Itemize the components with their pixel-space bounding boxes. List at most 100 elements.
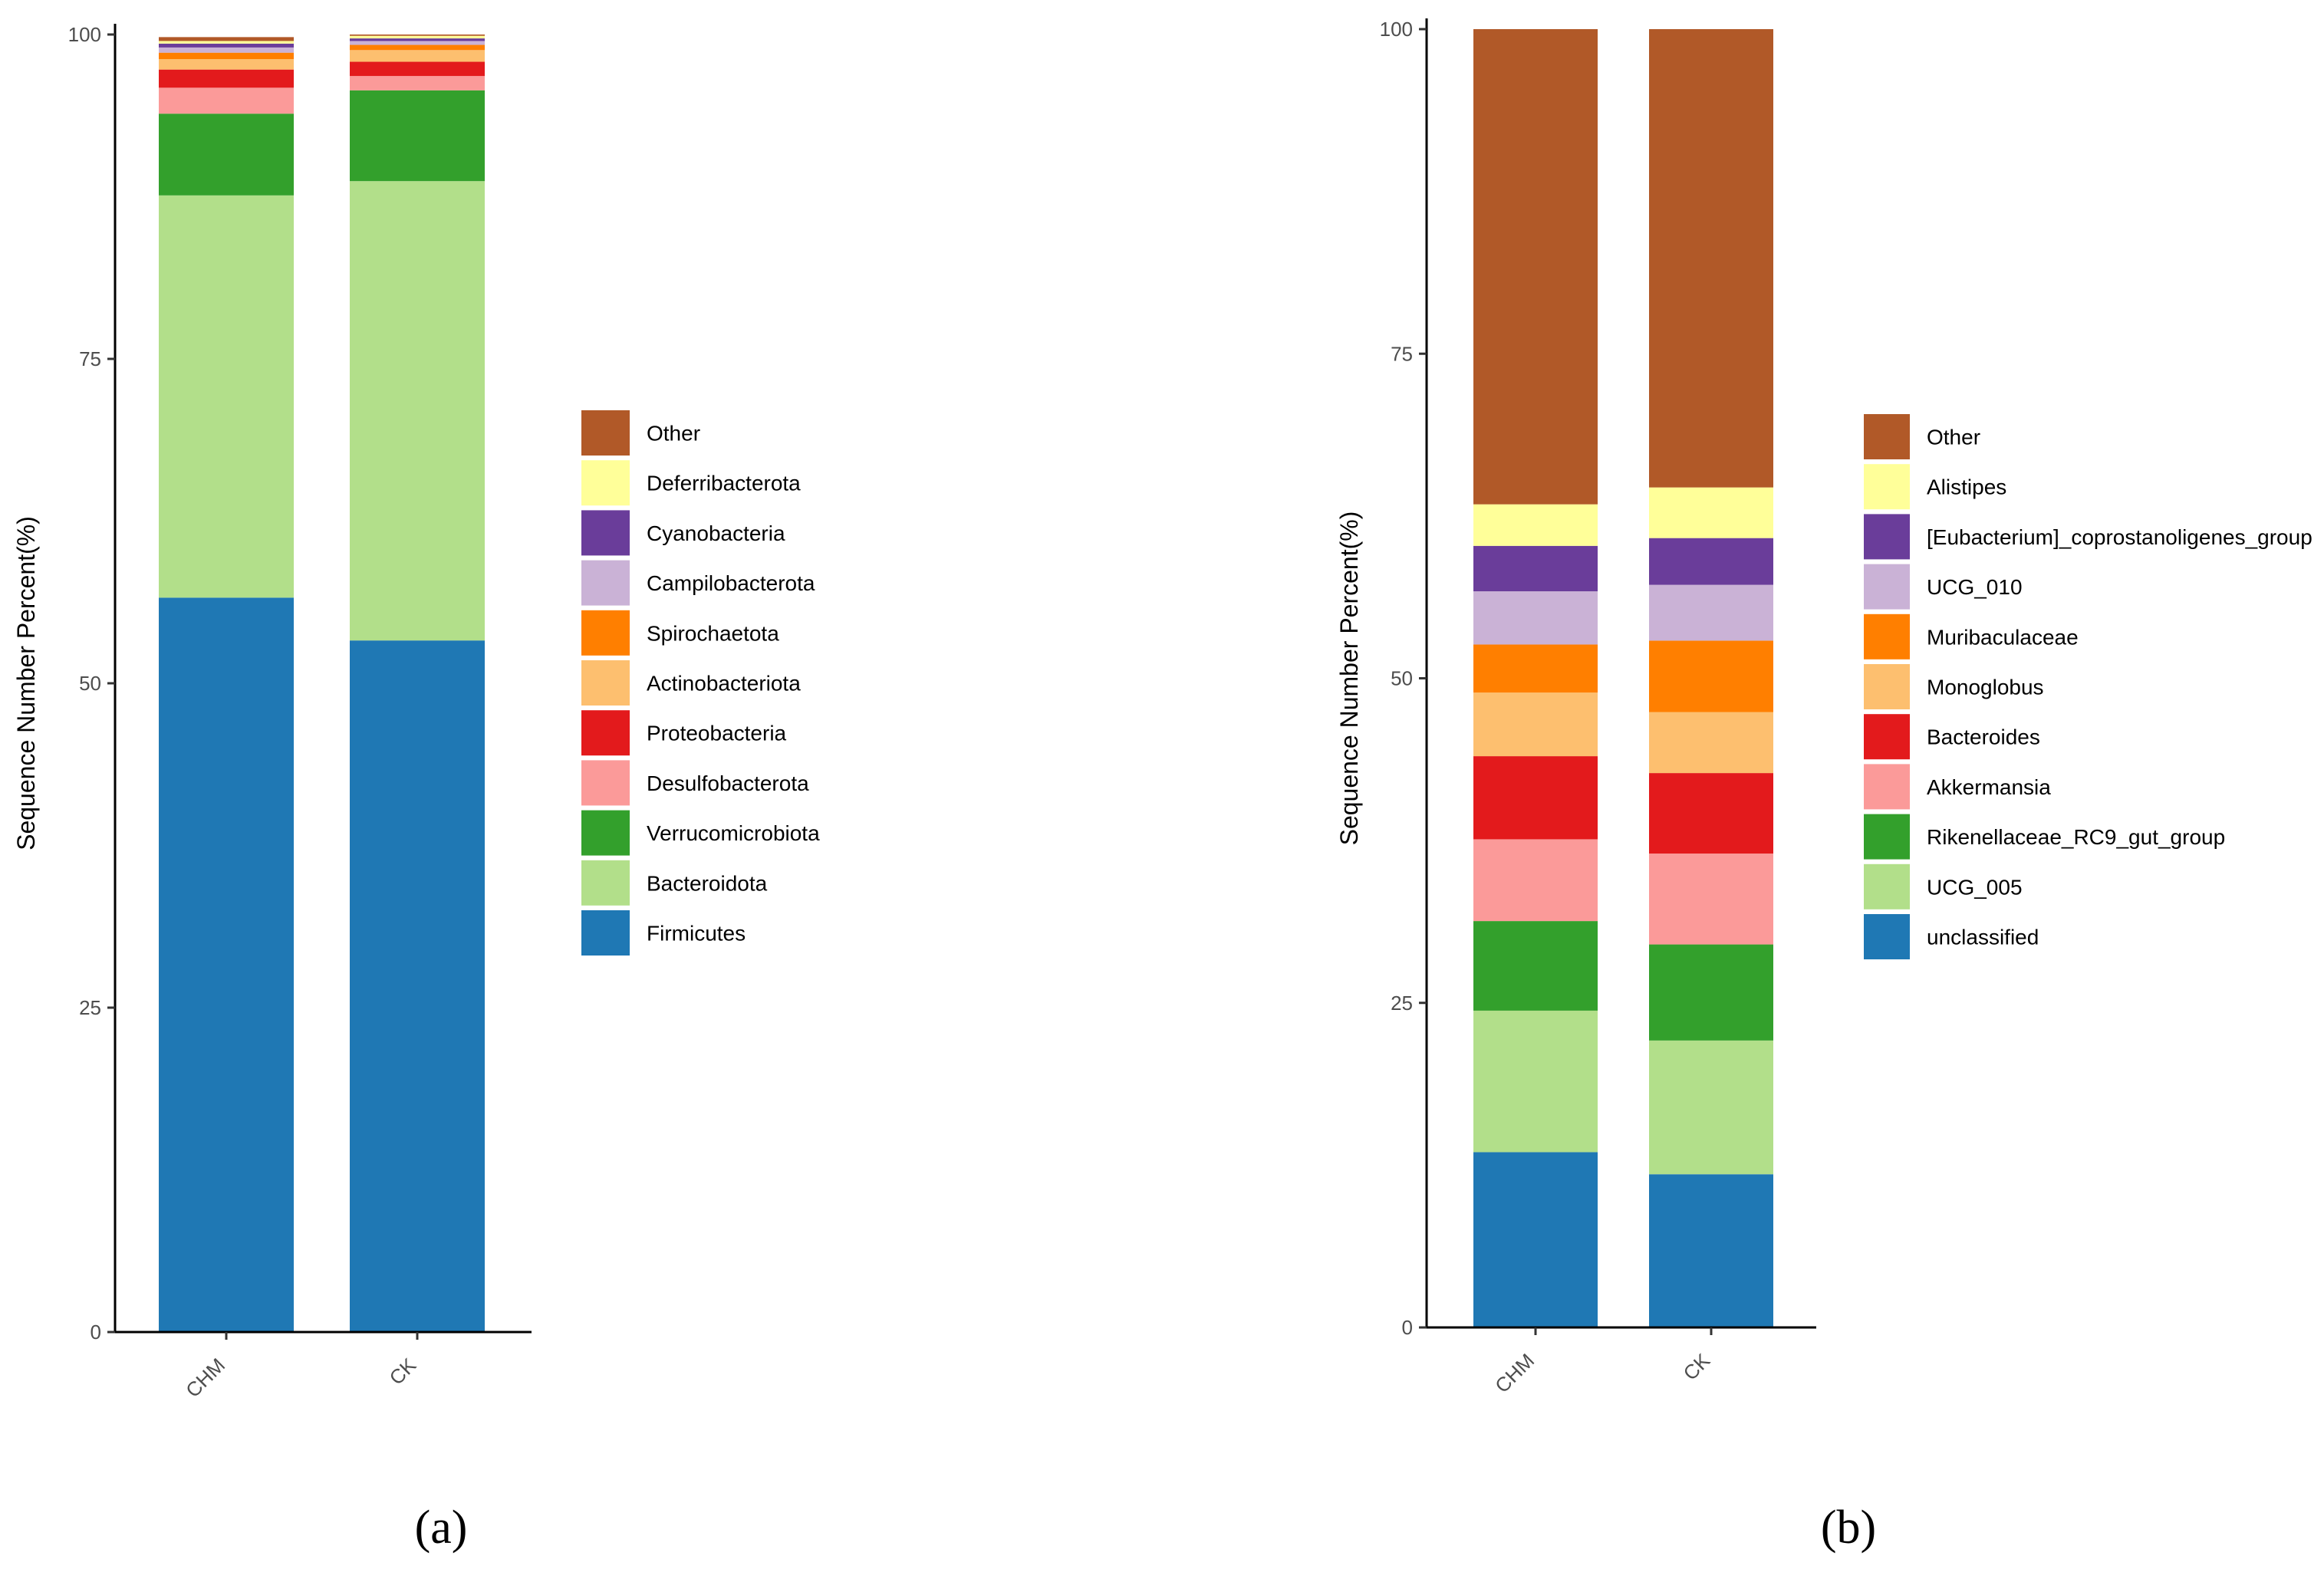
panel-b-x-tick-label: CHM (1490, 1349, 1539, 1397)
panel-a-legend-label: Other (647, 422, 700, 446)
panel-a-bar-ck-deferribacterota (350, 35, 485, 39)
panel-a-y-tick-label: 100 (68, 23, 101, 46)
panel-b-y-tick-label: 50 (1391, 667, 1413, 690)
panel-a-bar-ck-spirochaetota (350, 44, 485, 51)
panel-a-legend-swatch (581, 510, 630, 556)
panel-a-bar-ck-campilobacterota (350, 41, 485, 45)
panel-b-bar-chm--eubacterium-coprostanoligenes-group (1473, 545, 1598, 592)
panel-b-bar-chm-ucg-005 (1473, 1010, 1598, 1153)
panel-b-legend-label: Monoglobus (1927, 676, 2044, 699)
panel-b-bar-chm-other (1473, 29, 1598, 505)
panel-a-bar-ck-desulfobacterota (350, 76, 485, 90)
panel-a-bar-chm-bacteroidota (159, 195, 294, 598)
panel-a-bar-chm-verrucomicrobiota (159, 113, 294, 196)
panel-a-legend-label: Actinobacteriota (647, 672, 801, 696)
panel-a-bar-ck-firmicutes (350, 640, 485, 1332)
panel-b-legend-label: Akkermansia (1927, 775, 2051, 799)
panel-a-bar-chm-campilobacterota (159, 47, 294, 53)
panel-a-legend-swatch (581, 560, 630, 606)
panel-a-legend-swatch (581, 410, 630, 456)
panel-a-x-tick-label: CHM (181, 1354, 229, 1402)
panel-b-bar-ck-ucg-005 (1649, 1040, 1773, 1175)
panel-b-legend-swatch (1864, 514, 1910, 560)
panel-b-bar-chm-alistipes (1473, 504, 1598, 546)
panel-a-legend-swatch (581, 710, 630, 756)
panel-b-x-tick-label: CK (1678, 1349, 1714, 1385)
panel-b-legend-swatch (1864, 464, 1910, 510)
panel-b-legend-swatch (1864, 863, 1910, 909)
panel-b-bar-ck-alistipes (1649, 487, 1773, 538)
panel-b-legend-swatch (1864, 814, 1910, 860)
panel-b-label: (b) (1821, 1502, 1876, 1554)
panel-b-legend-swatch (1864, 613, 1910, 660)
panel-a-legend-label: Proteobacteria (647, 722, 787, 745)
panel-b-bar-chm-akkermansia (1473, 839, 1598, 922)
panel-b-bar-chm-unclassified (1473, 1152, 1598, 1327)
panel-b-bar-ck--eubacterium-coprostanoligenes-group (1649, 538, 1773, 585)
panel-b-y-tick-label: 100 (1380, 18, 1413, 41)
panel-a-legend-label: Deferribacterota (647, 472, 801, 495)
panel-a-bar-chm-spirochaetota (159, 52, 294, 60)
panel-a-bar-chm-cyanobacteria (159, 43, 294, 48)
panel-b-bar-ck-unclassified (1649, 1174, 1773, 1327)
panel-a-bar-ck-proteobacteria (350, 61, 485, 77)
panel-b-bar-chm-bacteroides (1473, 756, 1598, 840)
panel-b-bar-ck-muribaculaceae (1649, 640, 1773, 712)
panel-b-bar-chm-monoglobus (1473, 692, 1598, 757)
panel-a-y-tick-label: 0 (91, 1321, 101, 1344)
panel-b-bar-ck-monoglobus (1649, 712, 1773, 774)
panel-b-bar-chm-muribaculaceae (1473, 644, 1598, 693)
panel-b-legend-swatch (1864, 664, 1910, 709)
panel-b-legend-label: UCG_005 (1927, 875, 2023, 899)
panel-a-bar-ck-other (350, 35, 485, 36)
panel-b-bar-ck-akkermansia (1649, 854, 1773, 945)
panel-b-bar-ck-other (1649, 29, 1773, 488)
panel-a-bar-chm-actinobacteriota (159, 59, 294, 70)
panel-a-bar-chm-firmicutes (159, 597, 294, 1332)
panel-b-bar-chm-ucg-010 (1473, 591, 1598, 645)
panel-a-legend-label: Campilobacterota (647, 571, 815, 595)
panel-a-legend-label: Verrucomicrobiota (647, 821, 820, 845)
panel-a-legend-label: Cyanobacteria (647, 521, 785, 545)
panel-a-legend-swatch (581, 460, 630, 506)
panel-a-y-tick-label: 25 (79, 996, 101, 1019)
panel-a-legend-label: Spirochaetota (647, 621, 779, 645)
panel-b-y-tick-label: 0 (1402, 1316, 1413, 1339)
panel-a-legend-swatch (581, 810, 630, 856)
panel-b-legend-label: Rikenellaceae_RC9_gut_group (1927, 825, 2225, 849)
panel-a-legend-swatch (581, 760, 630, 806)
panel-a-bar-chm-proteobacteria (159, 69, 294, 88)
panel-a-legend-swatch (581, 610, 630, 656)
panel-a-bar-chm-deferribacterota (159, 41, 294, 44)
panel-b-legend-label: Bacteroides (1927, 725, 2040, 749)
panel-a-y-tick-label: 75 (79, 347, 101, 370)
panel-b-legend-label: unclassified (1927, 926, 2039, 949)
panel-a-legend-label: Bacteroidota (647, 871, 768, 895)
panel-a-bar-ck-cyanobacteria (350, 38, 485, 41)
panel-a-legend-swatch (581, 860, 630, 906)
panel-b-y-axis-title: Sequence Number Percent(%) (1335, 511, 1363, 846)
panel-b-legend-label: [Eubacterium]_coprostanoligenes_group (1927, 525, 2312, 549)
panel-b-legend-swatch (1864, 714, 1910, 760)
panel-a-bar-ck-verrucomicrobiota (350, 90, 485, 182)
panel-a-label: (a) (415, 1502, 468, 1554)
panel-b-legend-label: Alistipes (1927, 475, 2006, 499)
panel-b-y-tick-label: 75 (1391, 342, 1413, 365)
panel-b-bar-chm-rikenellaceae-rc9-gut-group (1473, 921, 1598, 1011)
panel-b-legend-swatch (1864, 914, 1910, 959)
panel-a-bar-ck-actinobacteriota (350, 50, 485, 62)
panel-b-bar-ck-ucg-010 (1649, 584, 1773, 641)
panel-a-legend-swatch (581, 910, 630, 956)
panel-b-bar-ck-bacteroides (1649, 773, 1773, 854)
panel-a-bar-chm-desulfobacterota (159, 87, 294, 114)
panel-b-legend-label: Muribaculaceae (1927, 625, 2079, 649)
panel-b-legend-label: UCG_010 (1927, 575, 2023, 599)
panel-b-legend-swatch (1864, 564, 1910, 610)
panel-a-x-tick-label: CK (384, 1354, 420, 1390)
panel-b-legend-swatch (1864, 764, 1910, 810)
panel-a-legend-label: Firmicutes (647, 922, 746, 946)
panel-b-legend-swatch (1864, 414, 1910, 459)
panel-a-bar-ck-bacteroidota (350, 181, 485, 641)
panel-a-y-axis-title: Sequence Number Percent(%) (12, 516, 40, 850)
